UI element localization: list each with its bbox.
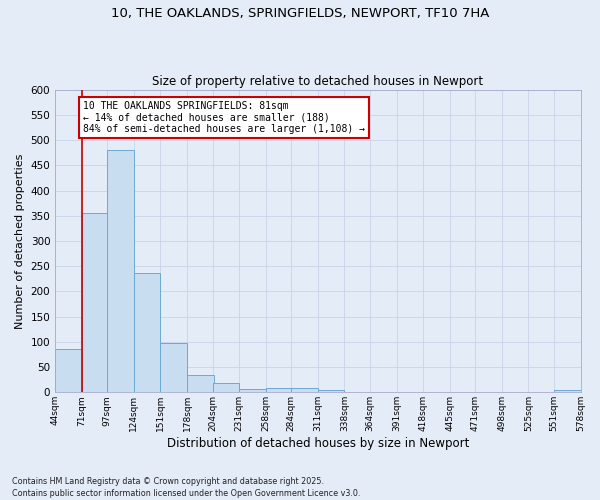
Bar [291, 388, 318, 392]
Text: Contains HM Land Registry data © Crown copyright and database right 2025.
Contai: Contains HM Land Registry data © Crown c… [12, 476, 361, 498]
Bar [82, 213, 108, 392]
Bar [187, 374, 214, 392]
Bar [134, 273, 160, 392]
Bar [160, 344, 187, 392]
Title: Size of property relative to detached houses in Newport: Size of property relative to detached ho… [152, 76, 484, 88]
Bar [318, 390, 344, 392]
Text: 10 THE OAKLANDS SPRINGFIELDS: 81sqm
← 14% of detached houses are smaller (188)
8: 10 THE OAKLANDS SPRINGFIELDS: 81sqm ← 14… [83, 102, 365, 134]
Bar [239, 390, 266, 392]
Y-axis label: Number of detached properties: Number of detached properties [15, 154, 25, 328]
Bar [266, 388, 292, 392]
Bar [554, 390, 581, 392]
Bar [107, 150, 134, 392]
X-axis label: Distribution of detached houses by size in Newport: Distribution of detached houses by size … [167, 437, 469, 450]
Bar [55, 350, 82, 393]
Bar [212, 383, 239, 392]
Text: 10, THE OAKLANDS, SPRINGFIELDS, NEWPORT, TF10 7HA: 10, THE OAKLANDS, SPRINGFIELDS, NEWPORT,… [111, 8, 489, 20]
